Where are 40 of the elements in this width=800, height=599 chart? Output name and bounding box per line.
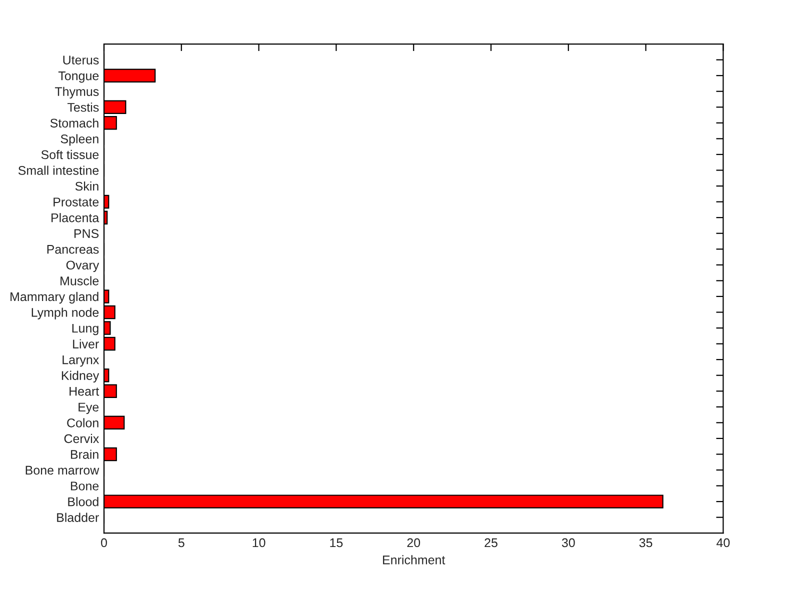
y-tick-label: Soft tissue	[41, 150, 99, 160]
y-tick-label: Prostate	[54, 198, 99, 206]
y-tick-label: Testis	[67, 102, 99, 112]
x-axis-title: Enrichment	[383, 555, 446, 564]
x-tick-label: 30	[562, 538, 575, 548]
y-tick-label: Lymph node	[32, 308, 99, 320]
y-tick-label: Spleen	[60, 134, 98, 146]
x-tick-label: 10	[252, 538, 266, 548]
y-tick-label: Stomach	[50, 118, 98, 128]
y-tick-label: Skin	[75, 181, 98, 191]
y-tick-label: Pancreas	[47, 245, 99, 254]
x-tick-label: 25	[484, 538, 498, 548]
y-tick-label: Colon	[67, 418, 98, 428]
y-tick-label: Mammary gland	[10, 292, 98, 304]
y-tick-label: Ovary	[66, 260, 100, 272]
y-tick-label: Larynx	[62, 355, 100, 367]
y-tick-label: Bone	[70, 482, 99, 490]
y-tick-label: Bladder	[57, 512, 99, 522]
y-tick-label: Liver	[73, 339, 99, 348]
y-tick-label: Placenta	[52, 213, 100, 222]
y-tick-label: Thymus	[54, 86, 99, 98]
y-tick-label: Tongue	[58, 72, 99, 83]
x-tick-label: 20	[407, 538, 420, 548]
y-tick-label: Lung	[72, 324, 98, 336]
y-tick-label: Cervix	[64, 434, 100, 444]
y-tick-label: Kidney	[62, 370, 100, 382]
x-tick-label: 35	[639, 538, 652, 548]
x-tick-label: 5	[178, 538, 184, 548]
y-tick-label: Muscle	[60, 276, 99, 286]
y-tick-label: Bone marrow	[26, 466, 100, 475]
y-tick-label: Eye	[78, 402, 99, 414]
y-tick-label: Blood	[68, 497, 98, 506]
x-tick-label: 40	[716, 538, 730, 548]
x-tick-label: 15	[330, 538, 343, 548]
y-tick-label: Uterus	[63, 56, 99, 64]
y-tick-label: Heart	[70, 387, 100, 396]
y-tick-label: PNS	[74, 229, 99, 238]
y-tick-label: Small intestine	[18, 166, 99, 175]
y-tick-label: Brain	[70, 450, 98, 459]
x-tick-label: 0	[101, 538, 107, 548]
